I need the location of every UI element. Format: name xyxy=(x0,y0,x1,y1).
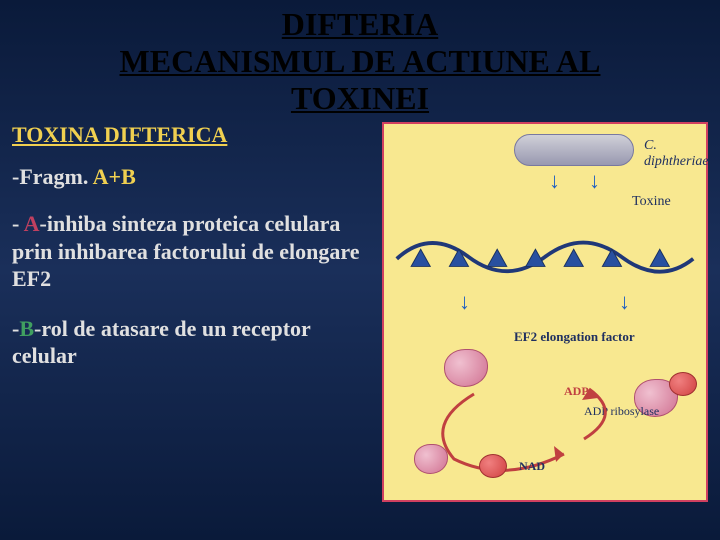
para-a-prefix: - xyxy=(12,211,24,236)
para-a-tag: A xyxy=(24,211,40,236)
diagram-panel: C. diphtheriae ↓ ↓ Toxine ↓ ↓ EF2 elonga… xyxy=(382,122,708,502)
page-title: DIFTERIA MECANISMUL DE ACTIUNE AL TOXINE… xyxy=(0,0,720,118)
arrow-down-icon: ↓ xyxy=(619,289,630,315)
arrow-down-icon: ↓ xyxy=(589,168,600,194)
ef2-blob xyxy=(444,349,488,387)
title-line-1: DIFTERIA xyxy=(282,6,438,42)
title-line-3: TOXINEI xyxy=(291,80,429,116)
title-line-2: MECANISMUL DE ACTIUNE AL xyxy=(120,43,601,79)
para-b-tag: B xyxy=(19,316,34,341)
subtitle: TOXINA DIFTERICA xyxy=(12,122,374,148)
fragm-prefix: -Fragm. xyxy=(12,164,93,189)
arrow-down-icon: ↓ xyxy=(459,289,470,315)
para-a: - A-inhiba sinteza proteica celulara pri… xyxy=(12,210,374,293)
membrane xyxy=(392,219,698,289)
fragm-line: -Fragm. A+B xyxy=(12,164,374,190)
nad-label: NAD xyxy=(519,459,545,474)
text-column: TOXINA DIFTERICA -Fragm. A+B - A-inhiba … xyxy=(12,122,382,502)
toxine-label: Toxine xyxy=(632,194,671,210)
bacteria-label: C. diphtheriae xyxy=(644,138,709,170)
content-row: TOXINA DIFTERICA -Fragm. A+B - A-inhiba … xyxy=(0,118,720,502)
para-b: -B-rol de atasare de un receptor celular xyxy=(12,315,374,370)
fragm-ab: A+B xyxy=(93,164,136,189)
arrow-down-icon: ↓ xyxy=(549,168,560,194)
para-a-rest: -inhiba sinteza proteica celulara prin i… xyxy=(12,211,360,291)
adp-blob xyxy=(669,372,697,396)
para-b-rest: -rol de atasare de un receptor celular xyxy=(12,316,310,369)
ef2-label: EF2 elongation factor xyxy=(514,329,635,345)
bacteria-shape xyxy=(514,134,634,166)
